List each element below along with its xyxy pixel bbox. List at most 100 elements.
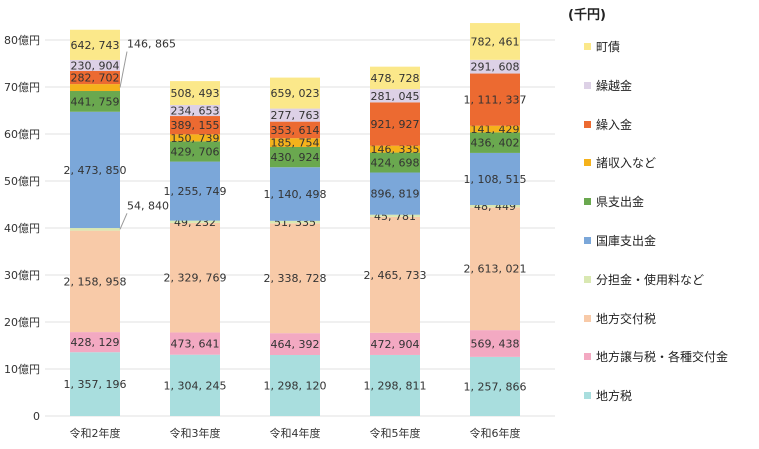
bar-segment [470,23,520,60]
data-label: 642, 743 [71,39,120,52]
data-label: 150, 739 [171,132,220,145]
y-tick-label: 20億円 [4,316,40,329]
bar-segment [270,354,320,416]
bar-segment [470,356,520,416]
data-label: 1, 298, 120 [264,379,327,392]
legend-item: 地方税 [584,387,632,404]
bar-segment [370,152,420,173]
data-label: 2, 473, 850 [64,164,127,177]
legend-item: 繰越金 [584,77,632,94]
bar-segment [370,102,420,146]
data-label: 141, 429 [471,123,520,136]
data-label: 54, 840 [127,199,169,212]
bar-segment [70,70,120,85]
bar-segment [70,91,120,112]
legend-label: 諸収入など [596,156,657,171]
bar-segment [370,172,420,215]
data-label: 1, 298, 811 [364,379,427,392]
bar-segment [70,84,120,92]
data-label: 281, 045 [371,90,420,103]
legend-label: 町債 [596,40,621,54]
bar-segment [70,230,120,333]
y-tick-label: 60億円 [4,128,40,141]
bar-segment [70,111,120,229]
data-label: 1, 108, 515 [464,173,527,186]
data-label: 921, 927 [371,118,420,131]
bar-segment [170,141,220,162]
bar-segment [270,146,320,168]
legend-swatch [584,81,591,89]
bar-segment [170,134,220,142]
bar-segment [270,223,320,334]
bar-segment [70,228,120,231]
data-label: 1, 111, 337 [464,94,527,107]
x-tick-label: 令和4年度 [270,426,321,440]
y-tick-label: 80億円 [4,34,40,47]
data-label: 569, 438 [471,337,520,350]
y-tick-label: 40億円 [4,222,40,235]
bar-segment [270,121,320,139]
bar-segment [270,77,320,109]
bar-segment [270,108,320,122]
data-label: 1, 357, 196 [64,378,127,391]
bar-segment [70,332,120,353]
data-label: 782, 461 [471,35,520,48]
x-tick-label: 令和2年度 [70,426,121,440]
data-label: 2, 329, 769 [164,272,227,285]
data-label: 1, 140, 498 [264,188,327,201]
data-label: 430, 924 [271,151,320,164]
bar-segment [70,29,120,60]
bar-segment [470,207,520,331]
data-label: 428, 129 [71,336,120,349]
y-tick-label: 30億円 [4,269,40,282]
legend-item: 分担金・使用料など [584,271,704,288]
bar-segment [370,145,420,153]
legend-label: 地方譲与税・各種交付金 [596,350,729,365]
data-label: 473, 641 [171,338,220,351]
leader-line [119,51,128,88]
bar-segment [370,66,420,90]
legend-swatch [584,275,591,283]
legend-label: 地方税 [596,389,633,404]
legend-label: 繰入金 [596,117,633,132]
data-label: 234, 653 [171,105,220,118]
legend-label: 分担金・使用料など [596,272,705,287]
legend-label: 国庫支出金 [596,234,657,248]
legend-swatch [584,43,591,50]
data-label: 185, 754 [271,137,320,150]
leader-line [119,213,128,230]
legend-swatch [584,392,591,400]
legend-swatch [584,314,591,322]
y-tick-label: 10億円 [4,363,40,376]
bar-segment [470,132,520,153]
legend-item: 諸収入など [584,154,656,171]
bar-segment [170,105,220,117]
data-label: 659, 023 [271,87,320,100]
x-tick-label: 令和5年度 [370,426,421,440]
bar-segment [170,220,220,223]
legend-item: 繰入金 [584,116,632,133]
y-tick-label: 0 [33,410,40,423]
bar-segment [470,125,520,133]
bar-segment [370,214,420,217]
data-label: 472, 904 [371,338,420,351]
legend-item: 地方交付税 [584,310,656,327]
y-tick-label: 50億円 [4,175,40,188]
x-tick-label: 令和3年度 [170,426,221,440]
legend-item: 地方譲与税・各種交付金 [584,348,728,365]
bar-segment [470,330,520,357]
bar-segment [470,73,520,126]
bar-segment [470,205,520,208]
data-label: 2, 613, 021 [464,263,527,276]
data-label: 508, 493 [171,87,220,100]
data-label: 2, 338, 728 [264,272,327,285]
data-label: 146, 865 [127,38,176,51]
data-label: 291, 608 [471,61,520,74]
legend-swatch [584,120,591,128]
legend-swatch [584,198,591,206]
data-label: 424, 698 [371,157,420,170]
x-tick-label: 令和6年度 [470,426,521,440]
bar-segment [270,220,320,224]
